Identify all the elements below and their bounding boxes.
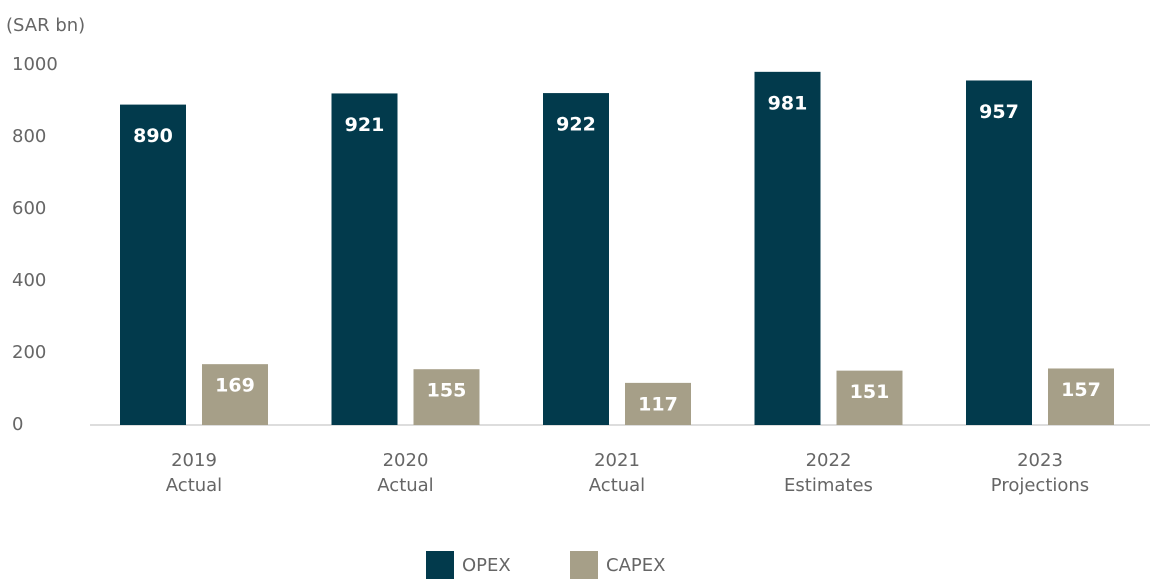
legend-label: CAPEX <box>606 555 665 576</box>
bar <box>754 71 821 425</box>
data-label: 921 <box>345 114 385 136</box>
data-label: 157 <box>1061 379 1101 401</box>
x-tick-note: Projections <box>991 475 1089 496</box>
legend-swatch <box>570 551 598 579</box>
x-tick-note: Actual <box>589 475 645 496</box>
y-tick-label: 400 <box>12 270 46 291</box>
legend-label: OPEX <box>462 555 511 576</box>
data-label: 890 <box>133 125 173 147</box>
bar <box>331 93 398 425</box>
y-tick-label: 0 <box>12 414 23 435</box>
data-label: 117 <box>638 393 678 415</box>
bar <box>413 369 480 425</box>
legend-swatch <box>426 551 454 579</box>
x-tick-note: Estimates <box>784 475 873 496</box>
data-label: 981 <box>768 92 808 114</box>
bar <box>836 370 903 425</box>
bar <box>202 364 268 425</box>
y-axis-label: (SAR bn) <box>6 15 85 36</box>
x-tick-label: 2020 <box>383 450 429 471</box>
bar <box>966 80 1032 425</box>
data-label: 151 <box>850 381 890 403</box>
x-tick-note: Actual <box>377 475 433 496</box>
bar <box>543 93 609 425</box>
data-label: 169 <box>215 375 255 397</box>
y-tick-label: 200 <box>12 342 46 363</box>
x-tick-label: 2021 <box>594 450 640 471</box>
data-label: 155 <box>427 380 467 402</box>
y-tick-label: 600 <box>12 198 46 219</box>
bar <box>1048 368 1114 425</box>
data-label: 957 <box>979 101 1019 123</box>
y-tick-label: 800 <box>12 126 46 147</box>
x-tick-label: 2022 <box>806 450 852 471</box>
data-label: 922 <box>556 114 596 136</box>
bar <box>625 382 691 425</box>
x-tick-note: Actual <box>166 475 222 496</box>
bar <box>120 104 186 425</box>
x-tick-label: 2023 <box>1017 450 1063 471</box>
x-tick-label: 2019 <box>171 450 217 471</box>
y-tick-label: 1000 <box>12 54 58 75</box>
